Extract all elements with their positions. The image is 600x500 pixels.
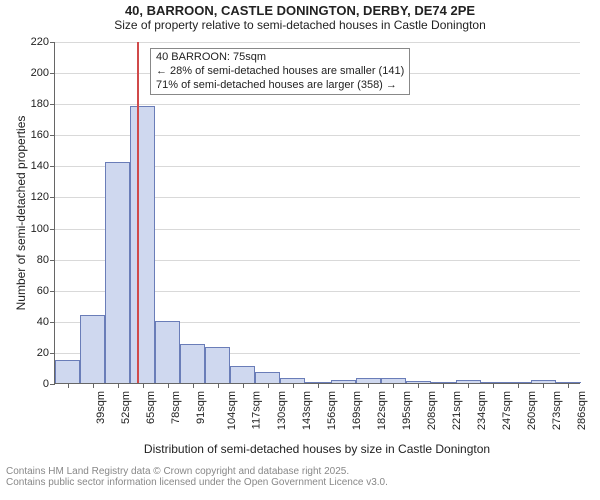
xtick-mark	[93, 383, 94, 388]
chart-container: 40, BARROON, CASTLE DONINGTON, DERBY, DE…	[0, 0, 600, 500]
annotation-line-1: 40 BARROON: 75sqm	[156, 51, 404, 65]
xtick-mark	[518, 383, 519, 388]
x-axis-label: Distribution of semi-detached houses by …	[54, 442, 580, 456]
histogram-bar	[230, 366, 255, 383]
xtick-label: 91sqm	[195, 391, 207, 424]
xtick-label: 234sqm	[476, 391, 488, 430]
chart-title: 40, BARROON, CASTLE DONINGTON, DERBY, DE…	[0, 0, 600, 18]
xtick-mark	[168, 383, 169, 388]
plot-area: 02040608010012014016018020022039sqm52sqm…	[54, 42, 580, 384]
chart-subtitle: Size of property relative to semi-detach…	[0, 18, 600, 32]
annotation-line-2: ← 28% of semi-detached houses are smalle…	[156, 65, 404, 79]
xtick-mark	[218, 383, 219, 388]
ytick-label: 20	[37, 347, 55, 359]
ytick-label: 40	[37, 316, 55, 328]
ytick-label: 60	[37, 285, 55, 297]
xtick-mark	[568, 383, 569, 388]
xtick-label: 143sqm	[301, 391, 313, 430]
xtick-mark	[193, 383, 194, 388]
xtick-label: 208sqm	[426, 391, 438, 430]
xtick-label: 182sqm	[376, 391, 388, 430]
annotation-line-3: 71% of semi-detached houses are larger (…	[156, 79, 404, 93]
histogram-bar	[205, 347, 230, 383]
xtick-label: 273sqm	[552, 391, 564, 430]
xtick-label: 195sqm	[401, 391, 413, 430]
ytick-label: 180	[31, 98, 55, 110]
histogram-bar	[105, 162, 130, 383]
xtick-label: 117sqm	[250, 391, 262, 429]
xtick-mark	[318, 383, 319, 388]
xtick-label: 130sqm	[276, 391, 288, 430]
xtick-label: 156sqm	[326, 391, 338, 430]
xtick-label: 104sqm	[226, 391, 238, 430]
xtick-label: 169sqm	[351, 391, 363, 430]
attribution-footer: Contains HM Land Registry data © Crown c…	[0, 466, 600, 488]
grid-line	[55, 104, 580, 105]
xtick-mark	[393, 383, 394, 388]
ytick-label: 0	[43, 378, 55, 390]
xtick-mark	[493, 383, 494, 388]
ytick-label: 140	[31, 160, 55, 172]
xtick-mark	[343, 383, 344, 388]
histogram-bar	[55, 360, 80, 383]
xtick-mark	[143, 383, 144, 388]
xtick-label: 286sqm	[577, 391, 589, 430]
footer-line-1: Contains HM Land Registry data © Crown c…	[6, 466, 600, 477]
histogram-bar	[130, 106, 155, 383]
xtick-label: 78sqm	[170, 391, 182, 424]
ytick-label: 120	[31, 191, 55, 203]
xtick-label: 65sqm	[145, 391, 157, 424]
annotation-box: 40 BARROON: 75sqm ← 28% of semi-detached…	[150, 48, 410, 95]
histogram-bar	[80, 315, 105, 383]
xtick-label: 247sqm	[501, 391, 513, 430]
xtick-mark	[543, 383, 544, 388]
xtick-label: 39sqm	[95, 391, 107, 424]
footer-line-2: Contains public sector information licen…	[6, 477, 600, 488]
xtick-mark	[268, 383, 269, 388]
xtick-mark	[243, 383, 244, 388]
histogram-bar	[155, 321, 180, 383]
reference-marker	[137, 42, 139, 383]
xtick-mark	[368, 383, 369, 388]
ytick-label: 80	[37, 254, 55, 266]
histogram-bar	[255, 372, 280, 383]
xtick-mark	[443, 383, 444, 388]
ytick-label: 100	[31, 223, 55, 235]
xtick-mark	[418, 383, 419, 388]
xtick-mark	[118, 383, 119, 388]
xtick-label: 260sqm	[526, 391, 538, 430]
ytick-label: 220	[31, 36, 55, 48]
grid-line	[55, 42, 580, 43]
xtick-mark	[293, 383, 294, 388]
xtick-label: 52sqm	[120, 391, 132, 424]
xtick-mark	[468, 383, 469, 388]
histogram-bar	[180, 344, 205, 383]
xtick-label: 221sqm	[451, 391, 463, 430]
ytick-label: 160	[31, 129, 55, 141]
xtick-mark	[68, 383, 69, 388]
y-axis-label: Number of semi-detached properties	[14, 116, 28, 311]
ytick-label: 200	[31, 67, 55, 79]
